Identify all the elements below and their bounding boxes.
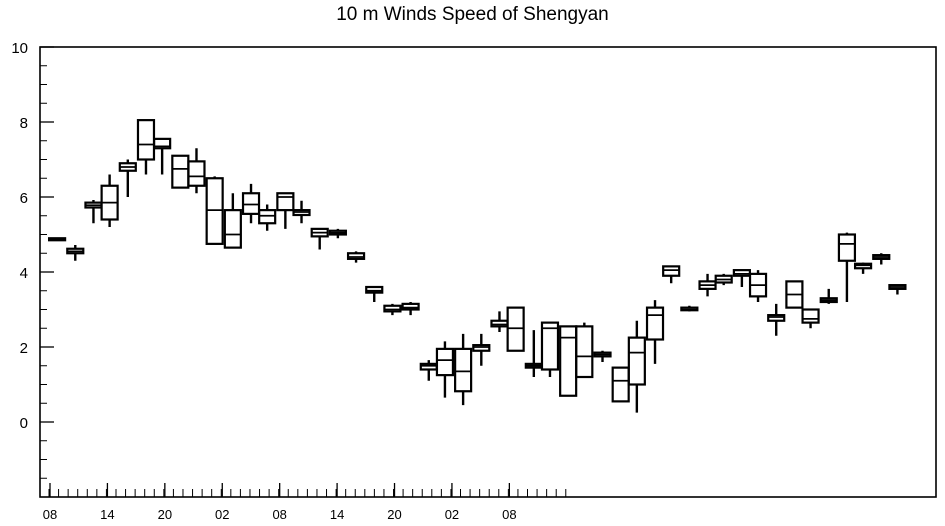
box-item [472,333,491,366]
box-item [223,193,242,249]
box-body [801,308,820,324]
box-series [47,119,907,413]
box-body [767,314,786,322]
box-item [853,262,873,274]
box-item [819,288,838,304]
box-item [419,360,438,381]
box-item [47,237,67,242]
box-item [748,270,768,302]
box-body [223,209,242,249]
box-body [837,233,857,262]
box-item [346,251,366,263]
x-tick-label: 08 [272,507,286,522]
box-body [419,362,438,371]
box-item [205,176,224,245]
box-body [241,192,261,215]
y-tick-label: 8 [20,115,28,132]
box-item [66,245,85,261]
box-body [205,177,224,245]
box-item [84,200,103,224]
box-item [611,366,630,403]
box-body [258,209,277,225]
box-item [559,325,578,397]
y-tick-label: 6 [20,190,28,207]
box-item [118,159,137,197]
box-item [258,204,277,231]
x-tick-label: 08 [502,507,516,522]
x-tick-label: 08 [43,507,57,522]
box-item [767,303,786,336]
box-item [454,333,473,406]
box-body [575,325,594,379]
plot-frame [39,46,937,498]
box-item [680,305,699,312]
box-body [383,304,402,313]
box-item [593,350,612,362]
box-item [187,148,206,194]
x-tick-label: 02 [215,507,229,522]
x-tick-label: 14 [330,507,344,522]
x-tick-label: 02 [445,507,459,522]
box-body [171,154,190,189]
x-tick-label: 20 [158,507,172,522]
y-tick-label: 2 [20,340,28,357]
box-body [454,347,473,393]
box-body [540,321,560,371]
box-body [401,302,420,311]
box-item [645,300,665,364]
box-item [575,322,594,379]
x-tick-label: 14 [100,507,114,522]
box-item [241,183,261,224]
box-body [611,366,630,403]
box-body [136,119,156,161]
box-item [837,232,857,302]
box-body [506,306,525,352]
box-body [645,306,665,341]
box-body [187,160,206,187]
box-item [153,137,172,175]
box-item [801,308,820,329]
y-tick-label: 0 [20,415,28,432]
box-item [490,311,509,332]
chart-title: 10 m Winds Speed of Shengyan [336,4,609,25]
box-body [365,285,384,294]
box-item [365,285,384,302]
box-body [627,336,646,386]
box-item [888,284,907,295]
y-tick-label: 10 [11,40,28,57]
box-item [872,253,891,265]
box-item [276,192,295,229]
box-body [662,265,681,277]
box-item [698,273,717,297]
box-body [490,319,509,328]
box-item [435,341,455,398]
box-item [540,321,560,377]
box-body [276,192,295,212]
box-body [435,347,455,377]
box-item [732,269,751,287]
box-item [136,119,156,175]
box-item [714,273,733,286]
box-body [346,252,366,260]
box-item [328,228,347,239]
y-tick-label: 4 [20,265,28,282]
box-item [171,154,190,189]
box-body [732,269,751,277]
box-item [383,303,402,316]
box-item [100,174,119,227]
box-body [472,344,491,352]
box-item [292,200,311,224]
x-tick-label: 20 [387,507,401,522]
box-item [627,320,646,413]
box-item [662,265,681,284]
box-item [524,330,543,377]
box-item [785,280,804,309]
box-item [310,227,329,250]
box-item [506,306,525,352]
box-item [401,302,420,316]
box-body [153,137,172,150]
